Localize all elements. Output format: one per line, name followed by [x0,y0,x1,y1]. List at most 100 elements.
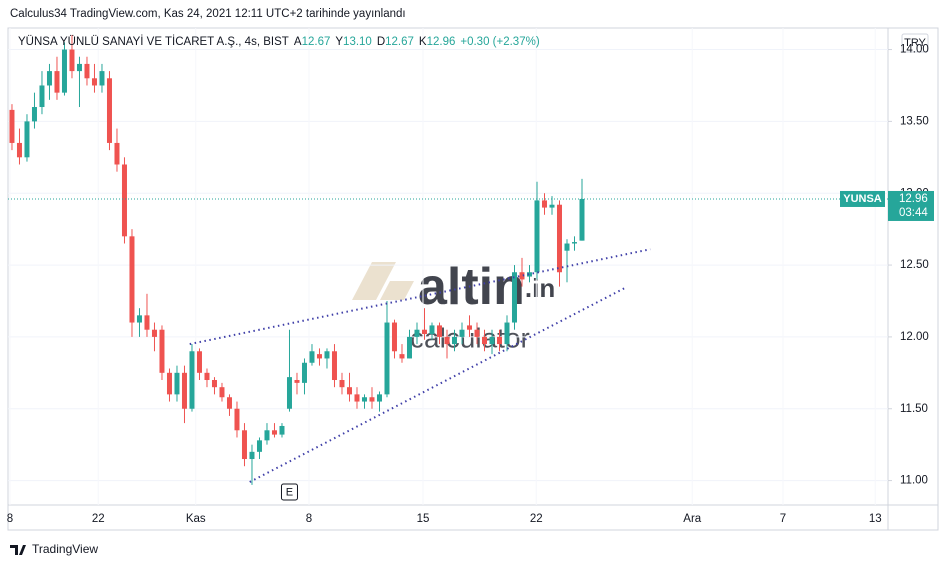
candle-body [249,451,255,460]
frame [7,27,939,531]
candle-body [46,71,52,86]
last-price: 12.96 [899,193,928,205]
candle-body [226,397,232,409]
y-tick-label: 11.50 [900,403,928,415]
candle-body [294,380,300,383]
candle-body [384,322,390,395]
candle-body [151,329,157,337]
ohlc-value: 13.10 [343,36,372,48]
candle-body [106,78,112,143]
candle-body [489,336,495,345]
candle-body [196,351,202,373]
ohlc-key: A [294,36,302,48]
candle-body [406,336,412,359]
symbol-header: YÜNSA YÜNLÜ SANAYİ VE TİCARET A.Ş., 4s, … [18,35,540,48]
candle-body [286,377,292,409]
watermark-brand: altin [418,258,525,316]
candle-body [24,121,30,158]
x-tick-label: 13 [869,513,882,525]
candle-body [459,329,465,337]
symbol: YÜNSA YÜNLÜ SANAYİ VE TİCARET A.Ş., 4s, … [18,35,289,48]
ticker-box [840,190,885,207]
candle-body [549,204,555,208]
candle-body [496,336,502,345]
candle-body [511,272,517,323]
ohlc-value: 12.67 [302,36,331,48]
candle-body [234,408,240,431]
candle-body [436,325,442,337]
candle-body [369,397,375,402]
candle-body [31,107,37,122]
candle-body [39,85,45,108]
currency-box[interactable] [901,33,929,53]
event-label: E [286,486,293,498]
y-tick-label: 14.00 [900,44,929,56]
candle-body [211,380,217,388]
y-tick-label: 13.50 [900,115,929,127]
candle-body [474,329,480,337]
candle-body [421,329,427,335]
candle-body [556,204,562,273]
event-box [280,483,298,501]
x-tick-label: 7 [780,513,786,525]
x-tick-label: 22 [530,513,543,525]
candle-body [16,142,22,158]
candle-body [361,397,367,402]
candle-body [61,49,67,93]
candle-body [271,430,277,435]
tv-logo: TradingView [10,542,98,556]
candle-body [219,387,225,398]
candle-body [346,387,352,395]
candle-body [571,242,577,244]
y-tick-label: 12.50 [900,259,929,271]
candle-body [166,372,172,395]
trendline [189,248,651,346]
candle-body [121,164,127,237]
candle-body [54,71,60,93]
ohlc-key: K [419,36,427,48]
candle-body [301,362,307,383]
x-tick-label: 8 [306,513,312,525]
candle-body [526,272,532,277]
y-tick-label: 11.00 [900,475,928,487]
candle-body [324,351,330,359]
candle-body [444,336,450,345]
candle-body [414,329,420,337]
candle-body [399,354,405,359]
ohlc-key: D [377,36,385,48]
candle-body [144,315,150,330]
candle-body [481,336,487,345]
candle-body [189,351,195,409]
candle-body [174,372,180,395]
candle-body [519,272,525,280]
candle-body [451,336,457,345]
x-tick-label: 8 [7,513,13,525]
candle-body [579,198,585,241]
candle-body [391,322,397,352]
candle-body [534,200,540,273]
candle-body [309,351,315,363]
candle-body [264,430,270,441]
candle-body [316,354,322,359]
ohlc-value: 12.67 [385,36,414,48]
candle-body [84,63,90,79]
candle-body [159,329,165,373]
candle-body [354,394,360,402]
candle-body [91,78,97,86]
ohlc-value: 12.96 [427,36,456,48]
candle-body [541,200,547,208]
footer: TradingView [32,542,98,556]
price-box [888,190,934,221]
candle-body [564,243,570,251]
candle-body [241,430,247,460]
candle-body [504,322,510,345]
candle-body [466,325,472,330]
change: +0.30 (+2.37%) [460,36,539,48]
trendline [249,287,626,483]
candle-body [69,49,75,72]
ohlc-key: Y [335,36,343,48]
candle-body [136,315,142,323]
currency[interactable]: TRY [904,37,926,49]
candle-body [429,325,435,335]
